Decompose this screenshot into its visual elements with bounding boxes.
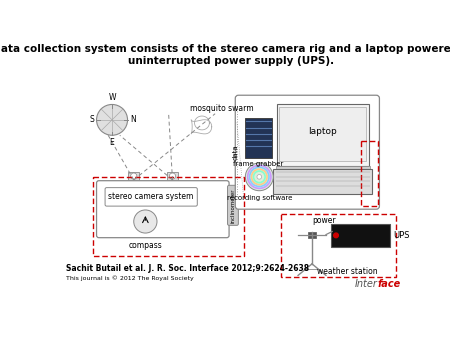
- Text: inclinometer: inclinometer: [230, 188, 235, 223]
- Bar: [279, 107, 366, 161]
- Bar: [273, 169, 373, 194]
- Text: n: n: [144, 217, 147, 222]
- Bar: [361, 141, 378, 206]
- Bar: [277, 104, 369, 166]
- Text: laptop: laptop: [309, 127, 337, 136]
- Bar: [93, 177, 244, 256]
- Text: recording software: recording software: [227, 195, 292, 200]
- Circle shape: [134, 210, 157, 233]
- Text: E: E: [110, 138, 114, 147]
- Text: Inter: Inter: [355, 279, 378, 289]
- Circle shape: [245, 163, 273, 191]
- Text: stereo camera system: stereo camera system: [108, 192, 194, 201]
- FancyBboxPatch shape: [105, 188, 197, 206]
- Text: compass: compass: [129, 241, 162, 250]
- FancyBboxPatch shape: [228, 185, 238, 225]
- Text: mosquito swarm: mosquito swarm: [189, 104, 253, 113]
- Bar: [281, 214, 396, 277]
- Circle shape: [130, 173, 137, 179]
- Text: N: N: [130, 115, 135, 124]
- Bar: [308, 232, 316, 238]
- Text: power: power: [312, 216, 335, 225]
- Text: W: W: [108, 93, 116, 102]
- Circle shape: [97, 104, 127, 135]
- Text: S: S: [90, 115, 94, 124]
- Text: This journal is © 2012 The Royal Society: This journal is © 2012 The Royal Society: [66, 275, 194, 281]
- Text: The data collection system consists of the stereo camera rig and a laptop powere: The data collection system consists of t…: [0, 44, 450, 66]
- Bar: [331, 224, 390, 247]
- Circle shape: [257, 174, 261, 179]
- Circle shape: [169, 173, 176, 179]
- Bar: [275, 166, 370, 169]
- FancyBboxPatch shape: [97, 181, 229, 238]
- Text: frame grabber: frame grabber: [234, 162, 284, 167]
- Bar: [245, 118, 273, 158]
- Bar: [167, 172, 178, 180]
- Text: weather station: weather station: [316, 267, 377, 276]
- Bar: [128, 172, 139, 180]
- Circle shape: [334, 233, 338, 238]
- Text: UPS: UPS: [393, 231, 410, 240]
- FancyBboxPatch shape: [235, 95, 379, 209]
- Text: data: data: [232, 144, 239, 160]
- Text: face: face: [378, 279, 401, 289]
- Text: Sachit Butail et al. J. R. Soc. Interface 2012;9:2624-2638: Sachit Butail et al. J. R. Soc. Interfac…: [66, 264, 309, 273]
